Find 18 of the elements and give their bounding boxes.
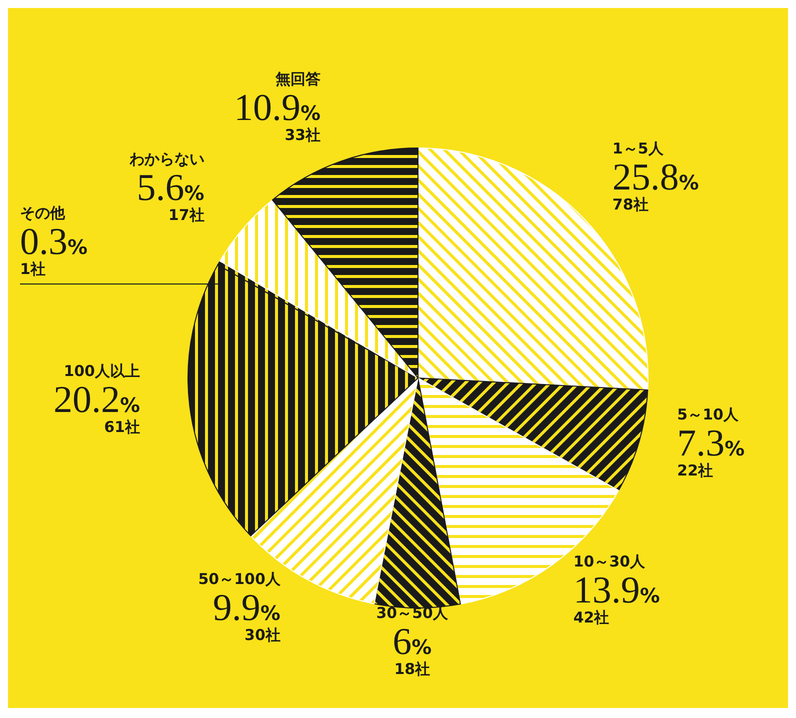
data-label: 20.2% 61社 bbox=[53, 379, 140, 436]
data-label: 7.3% 22社 bbox=[677, 422, 745, 480]
data-label: 0.3% 1社 bbox=[20, 221, 88, 278]
data-label: 5.6% 17社 bbox=[136, 166, 204, 224]
pie-slice bbox=[219, 199, 418, 378]
data-label: 9.9% 30社 bbox=[212, 586, 280, 644]
slice-label: 無回答 bbox=[274, 70, 321, 88]
text: 25.8% 78社 bbox=[612, 156, 699, 214]
slice-label: 100人以上 bbox=[64, 362, 140, 380]
slice-label: 10～30人 bbox=[573, 552, 646, 570]
text: 13.9% 42社 bbox=[573, 569, 660, 626]
slice-label: 1～5人 bbox=[612, 140, 664, 158]
data-label: 6% 18社 bbox=[392, 621, 432, 678]
slice-label: 5～10人 bbox=[677, 405, 740, 424]
slice-label: その他 bbox=[20, 204, 66, 222]
data-label: 10.9% 33社 bbox=[234, 87, 321, 144]
slice-label: わからない bbox=[128, 150, 204, 168]
slice-label: 50～100人 bbox=[198, 570, 282, 588]
